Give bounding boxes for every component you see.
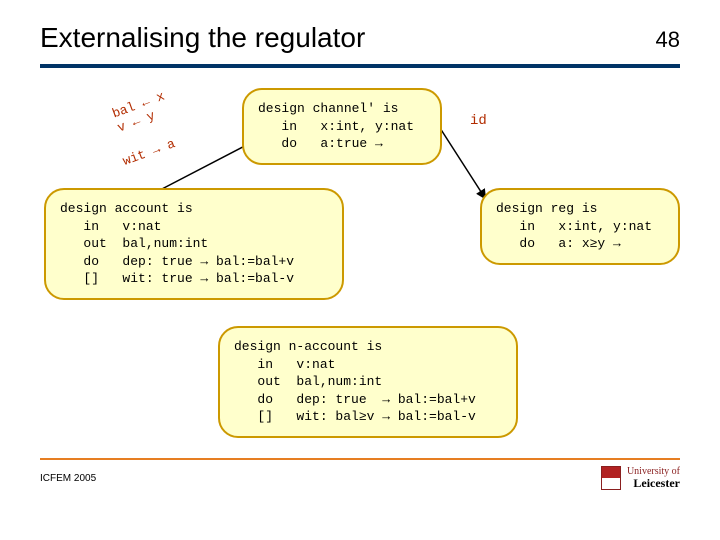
account-box: design account is in v:nat out bal,num:i… bbox=[44, 188, 344, 300]
page-title: Externalising the regulator bbox=[40, 22, 656, 54]
diagram-stage: bal ← x v ← y wit → a id design channel'… bbox=[0, 68, 720, 458]
footer-text: ICFEM 2005 bbox=[40, 473, 601, 484]
id-label: id bbox=[470, 113, 487, 129]
university-logo: University of Leicester bbox=[601, 466, 680, 490]
channel-box: design channel' is in x:int, y:nat do a:… bbox=[242, 88, 442, 165]
n-account-box: design n-account is in v:nat out bal,num… bbox=[218, 326, 518, 438]
shield-icon bbox=[601, 466, 621, 490]
logo-line2: Leicester bbox=[627, 477, 680, 490]
reg-box: design reg is in x:int, y:nat do a: x≥y … bbox=[480, 188, 680, 265]
page-number: 48 bbox=[656, 27, 680, 53]
